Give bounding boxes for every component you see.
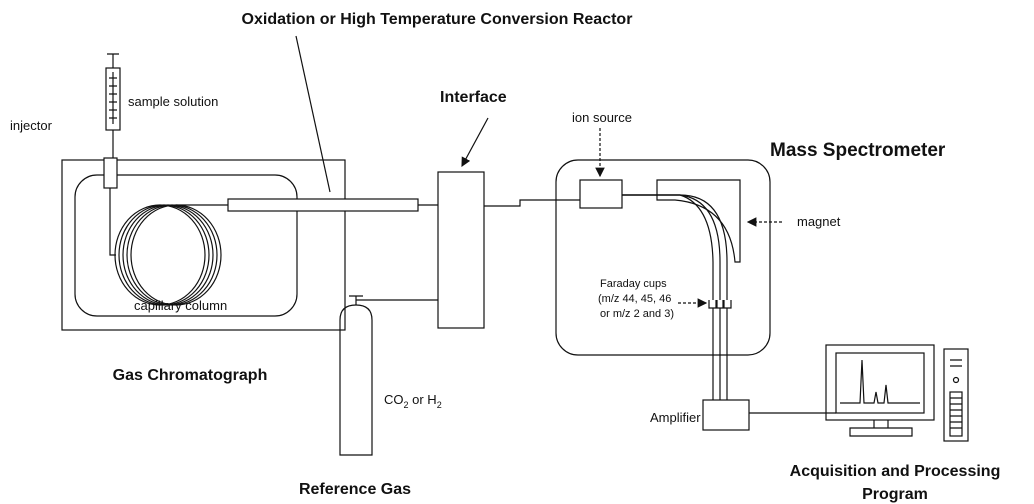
label: Faraday cups	[600, 278, 667, 290]
label: (m/z 44, 45, 46	[598, 293, 671, 305]
label: CO	[384, 392, 404, 407]
label: Interface	[440, 89, 507, 106]
label: or H	[409, 392, 437, 407]
label: or m/z 2 and 3)	[600, 308, 674, 320]
reactor-tube	[227, 198, 419, 212]
label: Mass Spectrometer	[770, 140, 946, 161]
pointer	[461, 117, 489, 168]
mass-spectrometer-shape	[555, 128, 782, 400]
label: ion source	[572, 110, 632, 125]
interface-box	[437, 171, 485, 329]
label: magnet	[797, 214, 841, 229]
label: capillary column	[134, 298, 227, 313]
label: Reference Gas	[299, 481, 411, 498]
gas-chromatograph-shape	[61, 157, 346, 331]
label: sample solution	[128, 94, 218, 109]
label: Program	[862, 486, 928, 503]
faraday-label: Faraday cups (m/z 44, 45, 46 or m/z 2 an…	[598, 278, 674, 320]
label: 2	[437, 400, 442, 410]
syringe	[105, 53, 121, 158]
label: Amplifier	[650, 410, 701, 425]
connector	[484, 199, 580, 207]
label: Gas Chromatograph	[113, 367, 268, 384]
gas-cylinder	[339, 295, 438, 456]
label: injector	[10, 118, 53, 133]
label: Oxidation or High Temperature Conversion…	[242, 11, 633, 28]
gas-formula: CO2 or H2	[384, 392, 442, 410]
label: 2	[404, 400, 409, 410]
computer	[702, 344, 969, 442]
pointer	[295, 35, 331, 193]
label: Acquisition and Processing	[790, 463, 1001, 480]
